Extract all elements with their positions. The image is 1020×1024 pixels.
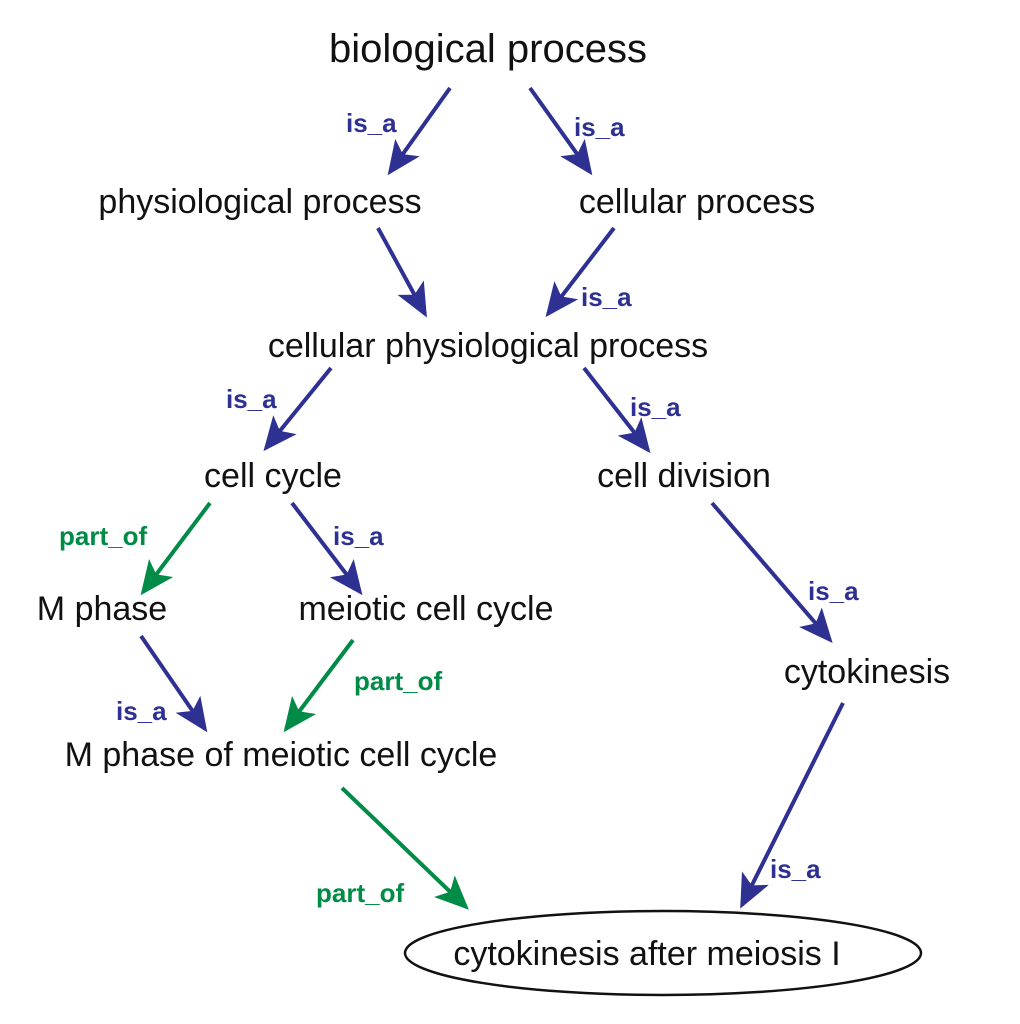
node-cellular-physiological-process: cellular physiological process: [268, 327, 708, 365]
node-cell-cycle: cell cycle: [204, 457, 342, 495]
edge-label-part-of: part_of: [316, 878, 404, 908]
node-cell-division: cell division: [597, 457, 771, 495]
edge-arrow-mphasemeiotic-to-mphase: [139, 634, 208, 733]
edge-arrow-mphasemeiotic-to-meiotic: [283, 638, 355, 733]
edge-arrow-cellphys-to-physiological: [376, 227, 427, 318]
edges: [139, 86, 845, 910]
highlight-ellipse: [403, 909, 923, 997]
edge-arrow-physiological-to-biological: [387, 86, 452, 176]
edge-label-is-a: is_a: [808, 576, 859, 606]
edge-label-is-a: is_a: [116, 696, 167, 726]
edge-arrow-cellcycle-to-cellphys: [263, 366, 333, 452]
edge-arrow-cellphys-to-cellular: [545, 226, 616, 318]
edge-arrow-meiotic-to-cellcycle: [290, 501, 363, 596]
edge-arrow-cytomeiosis-to-mphasemeiotic: [340, 786, 469, 910]
edge-labels: is_a is_a is_a is_a is_a part_of is_a is…: [59, 108, 859, 908]
edge-label-is-a: is_a: [770, 854, 821, 884]
edge-arrow-celldivision-to-cellphys: [582, 366, 651, 454]
node-m-phase-of-meiotic-cell-cycle: M phase of meiotic cell cycle: [65, 736, 498, 774]
edge-label-part-of: part_of: [59, 521, 147, 551]
edge-label-is-a: is_a: [630, 392, 681, 422]
node-biological-process: biological process: [329, 27, 647, 71]
edge-label-is-a: is_a: [226, 384, 277, 414]
node-physiological-process: physiological process: [98, 183, 421, 221]
node-cellular-process: cellular process: [579, 183, 815, 221]
node-meiotic-cell-cycle: meiotic cell cycle: [298, 590, 553, 628]
edge-arrow-cytomeiosis-to-cytokinesis: [740, 702, 845, 909]
edge-label-part-of: part_of: [354, 666, 442, 696]
edge-label-is-a: is_a: [346, 108, 397, 138]
edge-arrow-cytokinesis-to-celldivision: [710, 501, 833, 644]
edge-label-is-a: is_a: [333, 521, 384, 551]
nodes: biological process physiological process…: [37, 27, 950, 997]
highlighted-node-cytokinesis-after-meiosis-i: cytokinesis after meiosis I: [403, 909, 923, 997]
node-m-phase: M phase: [37, 590, 167, 628]
edge-arrow-mphase-to-cellcycle: [140, 501, 212, 596]
edge-label-is-a: is_a: [581, 282, 632, 312]
edge-label-is-a: is_a: [574, 112, 625, 142]
node-cytokinesis-after-meiosis-i: cytokinesis after meiosis I: [453, 935, 840, 973]
edge-arrow-cellular-to-biological: [528, 86, 593, 176]
node-cytokinesis: cytokinesis: [784, 653, 950, 691]
